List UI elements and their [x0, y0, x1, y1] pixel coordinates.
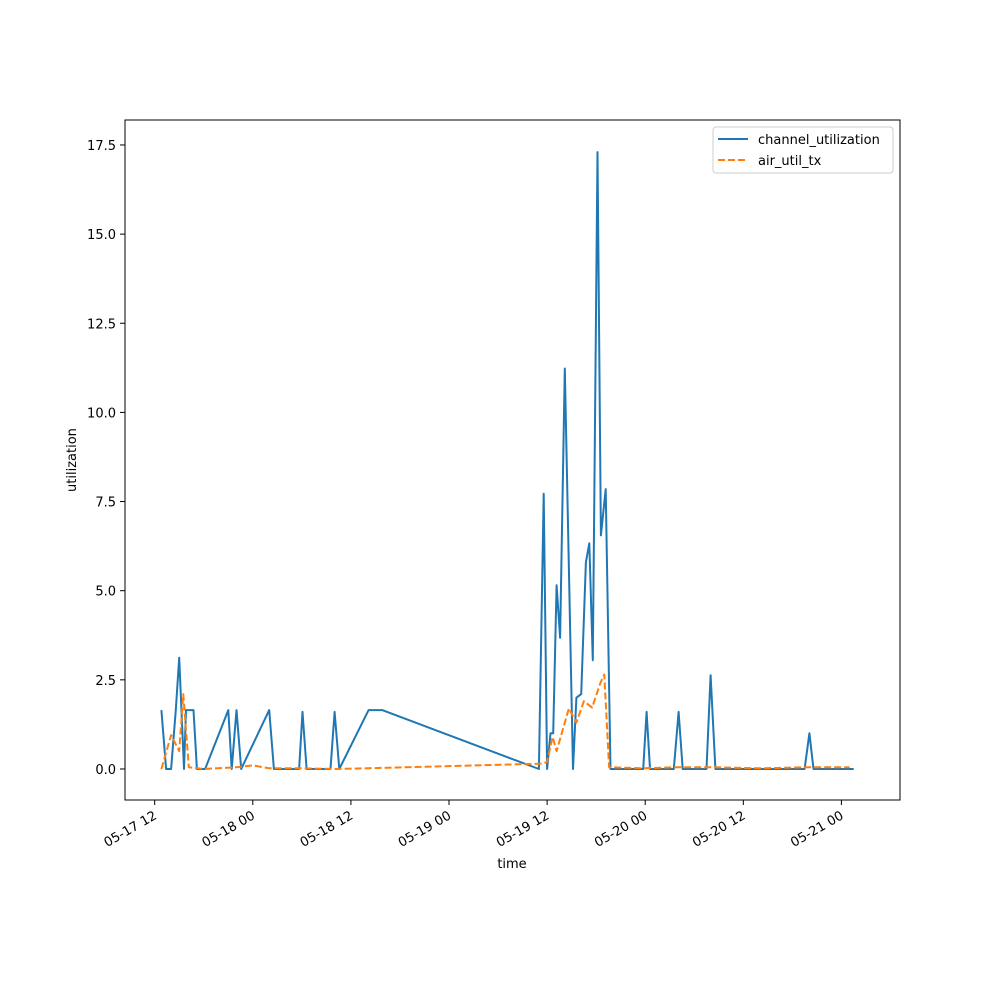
y-axis-label: utilization — [65, 428, 80, 492]
x-tick-label: 05-20 00 — [592, 808, 650, 850]
x-axis: 05-17 12 05-18 00 05-18 12 05-19 00 05-19 12… — [102, 800, 846, 851]
x-tick-label: 05-21 00 — [788, 808, 846, 850]
x-axis-label: time — [497, 857, 526, 872]
plot-frame — [124, 119, 901, 801]
legend-label-air_util_tx: air_util_tx — [758, 154, 822, 169]
legend-box — [712, 126, 894, 174]
y-tick-label: 0.0 — [95, 763, 116, 778]
y-axis: 0.0 2.5 5.0 7.5 10.0 12.5 15.0 17.5 — [87, 139, 125, 778]
legend: channel_utilization air_util_tx — [712, 126, 894, 174]
x-tick-label: 05-18 12 — [298, 808, 356, 850]
series-line-air_util_tx — [160, 673, 850, 770]
y-tick-label: 2.5 — [95, 674, 116, 689]
x-tick-label: 05-18 00 — [200, 808, 258, 850]
y-tick-label: 5.0 — [95, 585, 116, 600]
y-tick-label: 17.5 — [87, 139, 116, 154]
y-tick-label: 15.0 — [87, 228, 116, 243]
series-line-channel_utilization — [160, 151, 854, 770]
x-tick-label: 05-20 12 — [690, 808, 748, 850]
plot-lines — [160, 151, 854, 770]
y-tick-label: 12.5 — [87, 317, 116, 332]
legend-label-channel_utilization: channel_utilization — [758, 133, 880, 148]
x-tick-label: 05-17 12 — [102, 808, 160, 850]
x-tick-label: 05-19 00 — [396, 808, 454, 850]
y-tick-label: 7.5 — [95, 496, 116, 511]
y-tick-label: 10.0 — [87, 406, 116, 421]
x-tick-label: 05-19 12 — [494, 808, 552, 850]
